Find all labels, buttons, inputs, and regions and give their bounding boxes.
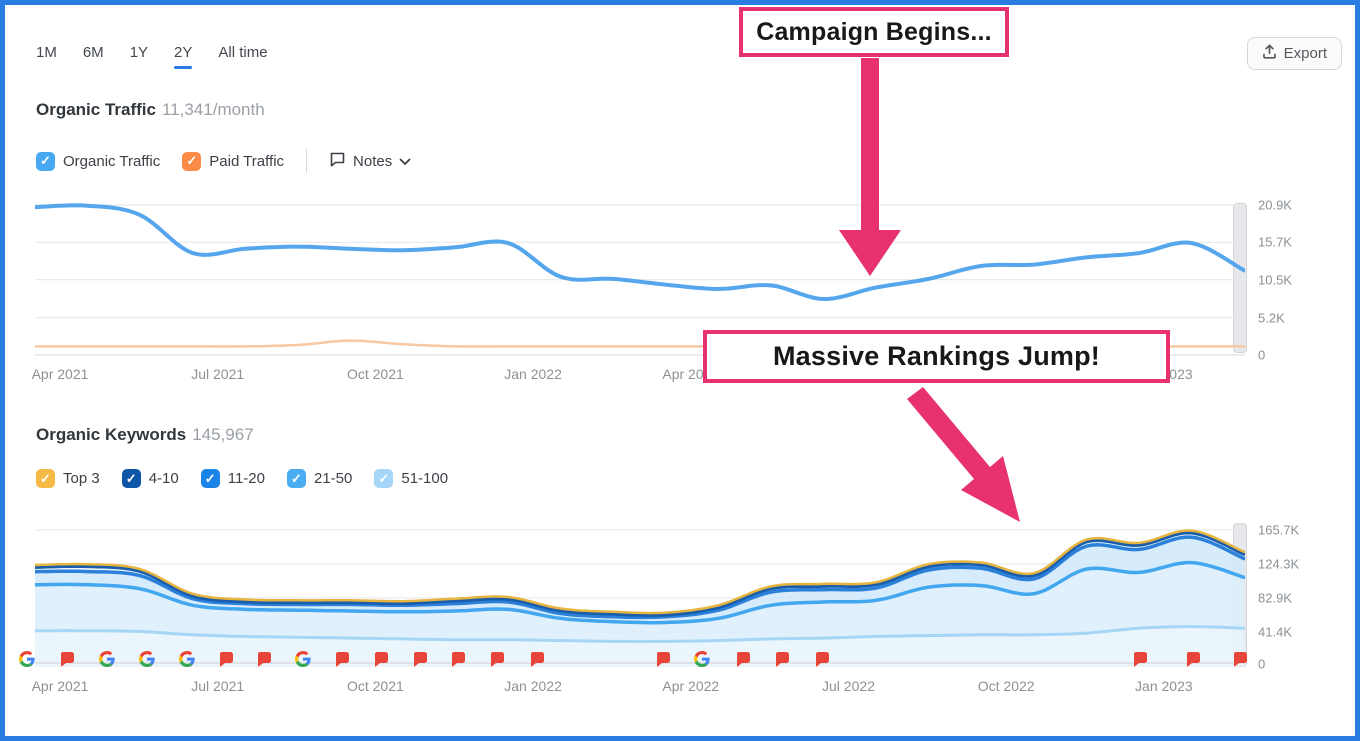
x-axis-label: Apr 2021 — [31, 678, 89, 694]
legend-label: 4-10 — [148, 470, 179, 487]
note-flag-icon[interactable] — [450, 651, 466, 667]
legend-item-paid-traffic[interactable]: ✓ Paid Traffic — [182, 151, 285, 171]
organic-traffic-title: Organic Traffic — [36, 100, 156, 119]
legend-label: 11-20 — [227, 470, 265, 487]
legend-item-organic-traffic[interactable]: ✓ Organic Traffic — [36, 151, 161, 171]
legend-item-51-100[interactable]: ✓ 51-100 — [374, 469, 448, 488]
note-flag-icon[interactable] — [373, 651, 389, 667]
legend-label: 21-50 — [314, 470, 353, 487]
legend-item-4-10[interactable]: ✓ 4-10 — [121, 469, 179, 488]
note-flag-icon[interactable] — [655, 651, 671, 667]
legend-item-21-50[interactable]: ✓ 21-50 — [287, 469, 352, 488]
campaign-begins-callout: Campaign Begins... — [739, 7, 1009, 57]
x-axis-label: Jul 2021 — [191, 366, 245, 382]
checkbox-icon[interactable]: ✓ — [200, 469, 220, 488]
legend-label: Organic Traffic — [63, 152, 161, 170]
organic-keywords-title: Organic Keywords — [36, 425, 187, 444]
y-axis-label: 41.4K — [1258, 624, 1292, 640]
note-flag-icon[interactable] — [1185, 651, 1201, 667]
time-range-tabs: 1M 6M 1Y 2Y All time — [36, 44, 268, 69]
x-axis-label: Jan 2022 — [504, 366, 562, 382]
export-label: Export — [1283, 45, 1327, 62]
note-flag-icon[interactable] — [256, 651, 272, 667]
google-update-icon[interactable] — [694, 651, 710, 667]
legend-item-11-20[interactable]: ✓ 11-20 — [200, 469, 265, 488]
x-axis-label: Apr 2022 — [662, 678, 720, 694]
google-update-icon[interactable] — [139, 651, 155, 667]
x-axis-label: Apr 2021 — [31, 366, 89, 382]
note-flag-icon[interactable] — [1232, 651, 1248, 667]
notes-dropdown[interactable]: Notes — [329, 151, 411, 171]
note-flag-icon[interactable] — [1132, 651, 1148, 667]
note-flag-icon[interactable] — [334, 651, 350, 667]
organic-traffic-header: Organic Traffic 11,341/month — [36, 100, 265, 120]
checkbox-icon[interactable]: ✓ — [374, 469, 394, 488]
tab-2y[interactable]: 2Y — [174, 44, 193, 69]
x-axis-label: Jul 2021 — [191, 678, 245, 694]
y-axis-label: 0 — [1258, 656, 1266, 672]
note-flag-icon[interactable] — [774, 651, 790, 667]
checkbox-icon[interactable]: ✓ — [287, 469, 306, 488]
note-bubble-icon — [329, 151, 346, 171]
organic-traffic-value: 11,341/month — [161, 100, 265, 119]
google-update-icon[interactable] — [99, 651, 115, 667]
legend-label: 51-100 — [401, 470, 449, 487]
rankings-jump-callout: Massive Rankings Jump! — [703, 330, 1170, 383]
x-axis-label: Oct 2021 — [346, 366, 404, 382]
tab-1m[interactable]: 1M — [36, 44, 57, 61]
notes-label: Notes — [353, 152, 393, 170]
traffic-legend: ✓ Organic Traffic ✓ Paid Traffic Notes — [36, 149, 411, 173]
y-axis-label: 82.9K — [1258, 590, 1292, 606]
y-axis-label: 0 — [1258, 347, 1266, 363]
organic-keywords-chart[interactable] — [35, 518, 1245, 668]
note-flag-icon[interactable] — [814, 651, 830, 667]
traffic-chart-range-handle[interactable] — [1233, 203, 1247, 353]
google-update-icon[interactable] — [295, 651, 311, 667]
checkbox-icon[interactable]: ✓ — [36, 151, 55, 171]
google-update-icon[interactable] — [179, 651, 195, 667]
y-axis-label: 124.3K — [1258, 556, 1300, 572]
note-flag-icon[interactable] — [412, 651, 428, 667]
export-icon — [1262, 44, 1277, 63]
tab-1y[interactable]: 1Y — [129, 44, 149, 61]
keywords-legend: ✓ Top 3 ✓ 4-10 ✓ 11-20 ✓ 21-50 ✓ 51-100 — [36, 469, 448, 488]
checkbox-icon[interactable]: ✓ — [182, 151, 202, 171]
y-axis-label: 15.7K — [1258, 234, 1292, 250]
legend-divider — [306, 149, 308, 173]
note-flag-icon[interactable] — [529, 651, 545, 667]
x-axis-label: Jan 2022 — [504, 678, 562, 694]
y-axis-label: 5.2K — [1258, 310, 1285, 326]
y-axis-label: 165.7K — [1258, 522, 1300, 538]
x-axis-label: Oct 2022 — [977, 678, 1035, 694]
x-axis-label: Oct 2021 — [346, 678, 404, 694]
rankings-jump-text: Massive Rankings Jump! — [772, 341, 1100, 371]
x-axis-label: Jan 2023 — [1135, 678, 1193, 694]
organic-keywords-header: Organic Keywords 145,967 — [36, 425, 254, 445]
legend-label: Top 3 — [63, 470, 100, 487]
y-axis-label: 20.9K — [1258, 197, 1292, 213]
note-flag-icon[interactable] — [489, 651, 505, 667]
checkbox-icon[interactable]: ✓ — [36, 469, 55, 488]
legend-item-top-3[interactable]: ✓ Top 3 — [36, 469, 100, 488]
chevron-down-icon — [399, 153, 411, 170]
x-axis-label: Jul 2022 — [822, 678, 875, 694]
checkbox-icon[interactable]: ✓ — [121, 469, 141, 488]
note-flag-icon[interactable] — [735, 651, 751, 667]
campaign-begins-text: Campaign Begins... — [756, 17, 992, 46]
rankings-arrow — [907, 387, 1020, 522]
legend-label: Paid Traffic — [209, 152, 285, 170]
note-flag-icon[interactable] — [218, 651, 234, 667]
organic-keywords-value: 145,967 — [192, 425, 254, 444]
tab-6m[interactable]: 6M — [82, 44, 104, 61]
export-button[interactable]: Export — [1246, 37, 1342, 70]
tab-all-time[interactable]: All time — [218, 44, 268, 61]
note-flag-icon[interactable] — [59, 651, 75, 667]
google-update-icon[interactable] — [19, 651, 35, 667]
y-axis-label: 10.5K — [1258, 272, 1292, 288]
